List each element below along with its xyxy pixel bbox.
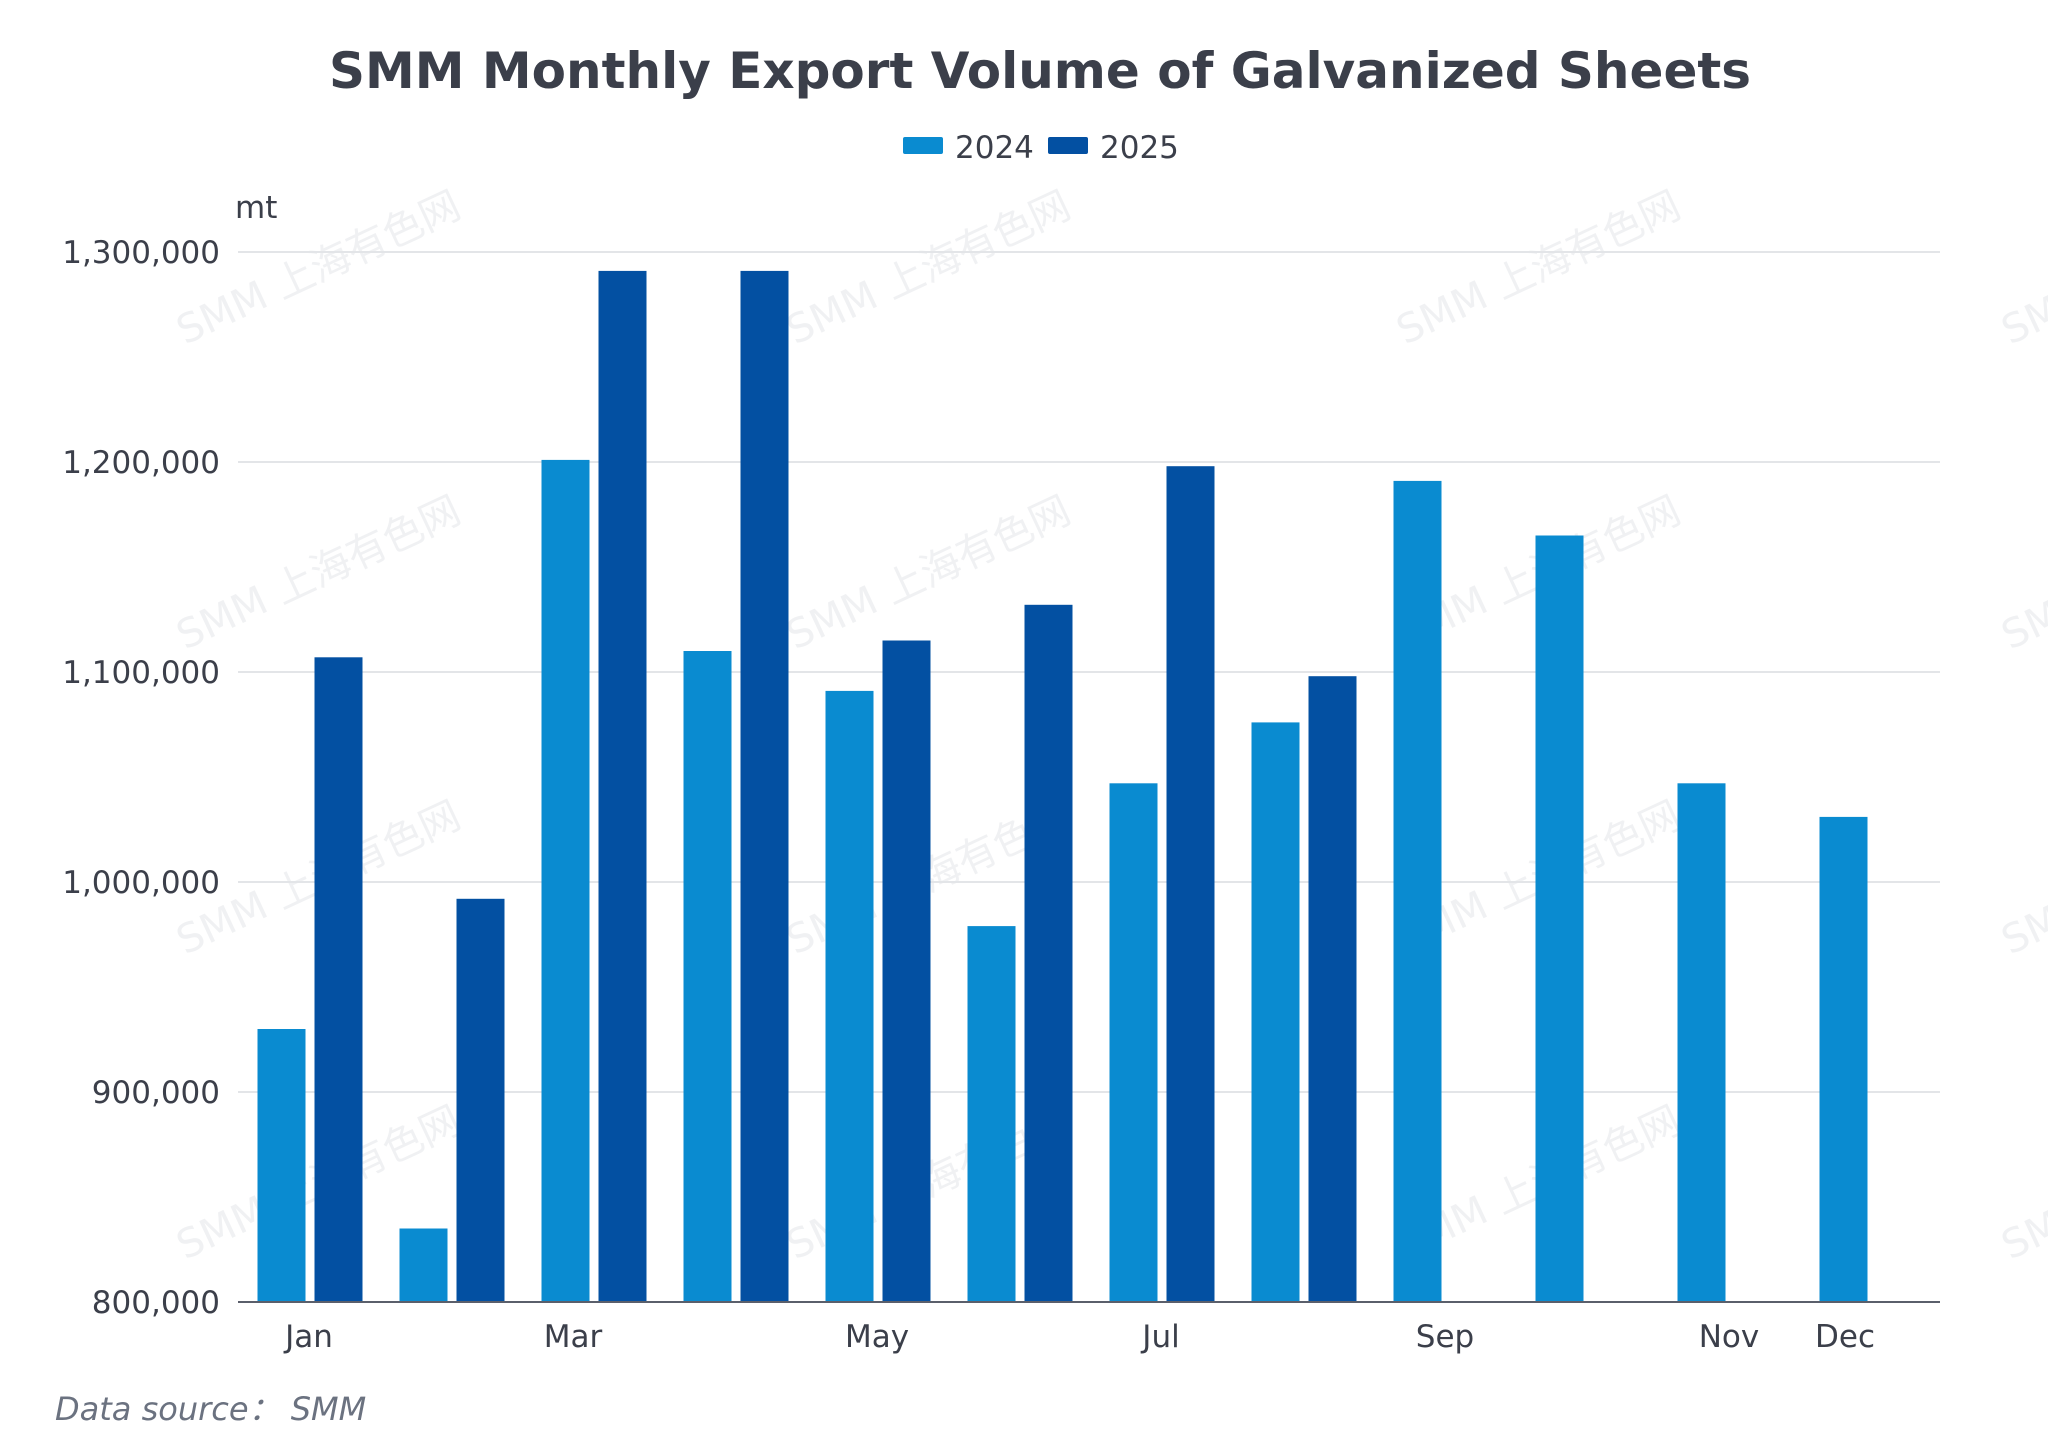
grid-lines bbox=[238, 251, 1940, 1093]
watermark-text: SMM 上海有色网 bbox=[1995, 1098, 2048, 1269]
bar-2025-apr bbox=[740, 270, 789, 1302]
x-tick-label-sep: Sep bbox=[1416, 1319, 1474, 1355]
bar-2025-feb bbox=[456, 898, 505, 1302]
bar-2024-nov bbox=[1677, 783, 1726, 1302]
bar-2025-jul bbox=[1166, 466, 1215, 1302]
bar-2025-jun bbox=[1024, 604, 1073, 1302]
x-tick-label-may: May bbox=[845, 1319, 909, 1355]
y-tick-label: 1,300,000 bbox=[62, 235, 220, 271]
y-axis-unit-label: mt bbox=[235, 190, 277, 226]
y-tick-label: 1,000,000 bbox=[62, 865, 220, 901]
legend-label-2025: 2025 bbox=[1100, 130, 1179, 166]
watermark-text: SMM 上海有色网 bbox=[1995, 793, 2048, 964]
legend-swatch-2024 bbox=[903, 137, 943, 154]
bar-2024-aug bbox=[1251, 722, 1300, 1302]
y-axis-tick-labels: 800,000 900,000 1,000,000 1,100,000 1,200,00… bbox=[62, 235, 220, 1321]
watermark-text: SMM 上海有色网 bbox=[1995, 183, 2048, 354]
y-tick-label: 1,100,000 bbox=[62, 655, 220, 691]
bar-2024-feb bbox=[399, 1228, 448, 1302]
watermark-text: SMM 上海有色网 bbox=[1995, 488, 2048, 659]
bar-2024-dec bbox=[1819, 816, 1868, 1302]
bar-2024-jan bbox=[257, 1029, 306, 1302]
bar-2025-aug bbox=[1308, 676, 1357, 1302]
x-tick-label-mar: Mar bbox=[544, 1319, 603, 1355]
chart-title: SMM Monthly Export Volume of Galvanized … bbox=[329, 42, 1751, 100]
bar-2024-sep bbox=[1393, 480, 1442, 1302]
bar-2024-mar bbox=[541, 459, 590, 1302]
bar-2024-apr bbox=[683, 651, 732, 1302]
bar-2024-may bbox=[825, 690, 874, 1302]
bar-2024-jun bbox=[967, 926, 1016, 1302]
x-tick-label-jul: Jul bbox=[1140, 1319, 1179, 1355]
bar-2024-jul bbox=[1109, 783, 1158, 1302]
x-tick-label-jan: Jan bbox=[283, 1319, 333, 1355]
legend-swatch-2025 bbox=[1048, 137, 1088, 154]
watermark-text: SMM 上海有色网 bbox=[1390, 183, 1688, 354]
bar-2025-mar bbox=[598, 270, 647, 1302]
y-tick-label: 900,000 bbox=[92, 1075, 220, 1111]
y-tick-label: 800,000 bbox=[92, 1285, 220, 1321]
watermark-text: SMM 上海有色网 bbox=[780, 183, 1078, 354]
watermark-text: SMM 上海有色网 bbox=[170, 488, 468, 659]
x-tick-label-nov: Nov bbox=[1699, 1319, 1760, 1355]
y-tick-label: 1,200,000 bbox=[62, 445, 220, 481]
watermark-layer: SMM 上海有色网 SMM 上海有色网 SMM 上海有色网 SMM 上海有色网 SMM … bbox=[170, 183, 2048, 1269]
bar-layer bbox=[257, 270, 1868, 1302]
legend: 2024 2025 bbox=[903, 130, 1179, 166]
x-tick-label-dec: Dec bbox=[1815, 1319, 1875, 1355]
bar-2024-oct bbox=[1535, 535, 1584, 1302]
legend-label-2024: 2024 bbox=[955, 130, 1034, 166]
bar-2025-jan bbox=[314, 657, 363, 1302]
data-source-note: Data source： SMM bbox=[55, 1390, 366, 1428]
bar-2025-may bbox=[882, 640, 931, 1302]
x-axis-tick-labels: Jan Mar May Jul Sep Nov Dec bbox=[283, 1319, 1875, 1355]
